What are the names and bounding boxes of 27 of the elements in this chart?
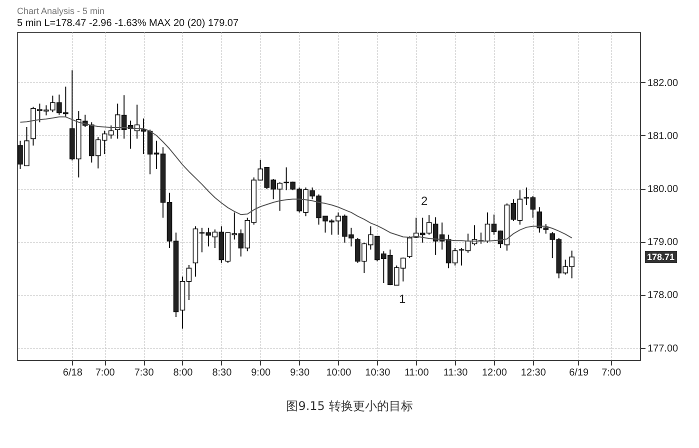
x-tick-label: 12:30 — [520, 368, 546, 378]
y-tick-label: 182.00 — [648, 78, 679, 89]
y-tick-label: 181.00 — [648, 130, 679, 142]
annotation: 1 — [399, 292, 406, 306]
x-tick-label: 9:00 — [251, 368, 272, 378]
chart-title: Chart Analysis - 5 min — [17, 6, 105, 16]
x-tick-label: 6/19 — [569, 368, 590, 378]
x-tick-label: 10:00 — [326, 368, 352, 378]
x-tick-label: 7:00 — [602, 368, 622, 378]
x-tick-label: 9:30 — [290, 368, 310, 378]
text: 178.71 — [645, 251, 677, 263]
x-tick-label: 7:30 — [134, 368, 154, 378]
chart-subtitle: 5 min L=178.47 -2.96 -1.63% MAX 20 (20) 179.07 — [17, 18, 239, 29]
y-tick-label: 177.00 — [648, 343, 679, 354]
x-tick-label: 12:00 — [482, 368, 508, 378]
x-tick-label: 8:00 — [173, 368, 194, 378]
caption: 图9.15 转换更小的目标 — [285, 398, 414, 415]
annotation: 2 — [421, 194, 428, 208]
x-tick-label: 11:00 — [404, 368, 430, 378]
x-tick-label: 7:00 — [95, 368, 116, 378]
y-tick-label: 179.00 — [648, 237, 679, 248]
x-tick-label: 6/18 — [62, 368, 83, 378]
x-tick-label: 11:30 — [443, 368, 468, 378]
x-tick-label: 10:30 — [365, 368, 391, 378]
y-tick-label: 178.00 — [648, 290, 679, 302]
x-tick-label: 8:30 — [212, 368, 232, 378]
y-tick-label: 180.00 — [648, 184, 679, 196]
